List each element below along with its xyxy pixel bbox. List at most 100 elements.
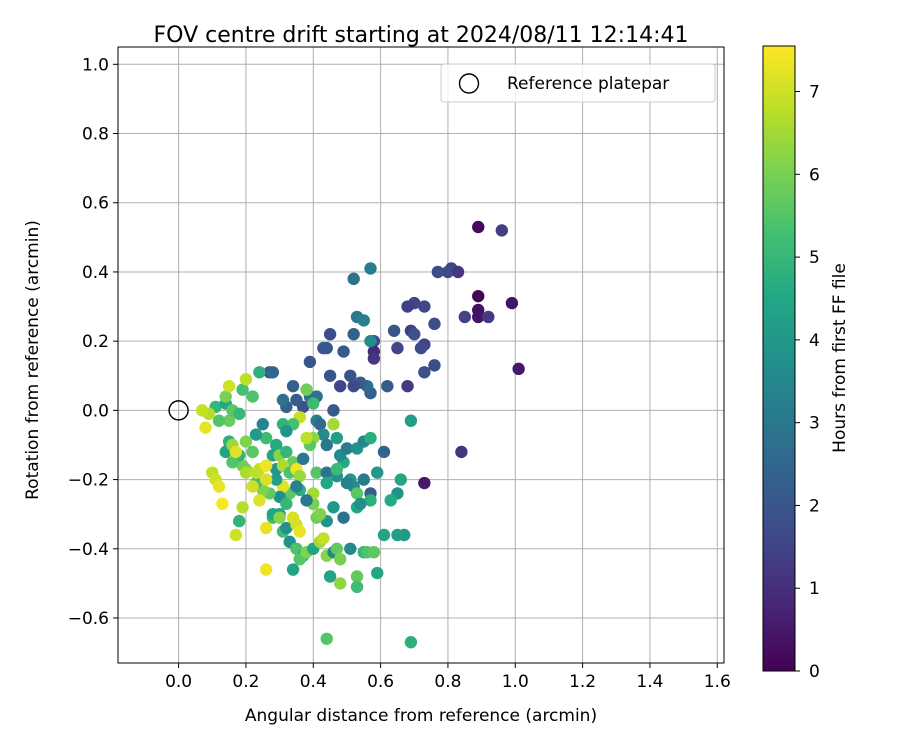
y-tick-label: 0.4	[82, 263, 109, 283]
scatter-point	[293, 525, 306, 538]
x-tick-label: 0.6	[367, 672, 394, 692]
scatter-point	[401, 300, 414, 313]
x-tick-label: 1.0	[502, 672, 529, 692]
scatter-point	[337, 511, 350, 524]
scatter-point	[199, 421, 212, 434]
scatter-point	[327, 404, 340, 417]
scatter-point	[344, 369, 357, 382]
scatter-point	[495, 224, 508, 237]
y-tick-label: 1.0	[82, 55, 109, 75]
scatter-point	[216, 497, 229, 511]
colorbar-tick-label: 5	[809, 248, 820, 268]
scatter-point	[212, 480, 226, 493]
scatter-point	[246, 445, 259, 459]
scatter-point	[350, 487, 364, 500]
scatter-point	[330, 431, 344, 445]
scatter-point	[307, 397, 320, 410]
colorbar-tick-label: 2	[809, 496, 820, 516]
scatter-point	[239, 435, 253, 448]
scatter-point	[330, 542, 344, 555]
legend-box	[440, 63, 716, 103]
scatter-point	[323, 328, 337, 341]
scatter-point	[270, 473, 283, 486]
y-axis-label: Rotation from reference (arcmin)	[23, 220, 43, 500]
scatter-point	[286, 563, 300, 576]
scatter-point	[455, 445, 468, 459]
scatter-point	[300, 494, 313, 507]
scatter-point	[472, 289, 485, 303]
scatter-point	[408, 328, 421, 341]
scatter-point	[334, 577, 347, 590]
scatter-point	[303, 355, 317, 369]
scatter-point	[233, 407, 246, 421]
scatter-point	[364, 334, 377, 348]
scatter-point	[290, 480, 303, 493]
scatter-point	[320, 632, 333, 645]
scatter-point	[253, 366, 266, 379]
legend-marker-reference-platepar	[458, 73, 480, 94]
scatter-point	[246, 480, 259, 493]
scatter-point	[472, 310, 485, 324]
scatter-point	[249, 428, 263, 441]
y-tick-label: −0.4	[68, 540, 109, 560]
y-tick-label: 0.0	[82, 401, 109, 421]
x-tick-label: 0.8	[434, 672, 461, 692]
scatter-point	[256, 418, 269, 431]
scatter-point	[317, 428, 330, 441]
legend: Reference platepar	[440, 63, 716, 103]
scatter-point	[320, 466, 333, 479]
scatter-point	[394, 473, 407, 486]
scatter-point	[404, 636, 418, 649]
scatter-point	[344, 542, 357, 555]
scatter-point	[428, 359, 441, 372]
scatter-point	[310, 466, 323, 479]
scatter-point	[418, 366, 431, 379]
scatter-point	[300, 431, 313, 445]
scatter-point	[340, 442, 354, 455]
scatter-point	[337, 345, 350, 358]
scatter-point	[259, 431, 273, 445]
scatter-point	[300, 383, 313, 396]
scatter-point	[404, 414, 418, 427]
scatter-point	[259, 563, 273, 576]
scatter-point	[317, 532, 330, 545]
scatter-point	[212, 414, 226, 427]
scatter-point	[458, 310, 471, 324]
x-axis-label: Angular distance from reference (arcmin)	[245, 706, 597, 726]
scatter-point	[377, 528, 391, 542]
scatter-point	[512, 362, 525, 376]
scatter-point	[391, 528, 404, 542]
colorbar: 0 1 2 3 4 5 6 7 Hours from first FF file	[762, 45, 850, 682]
scatter-point	[371, 566, 384, 580]
scatter-point	[320, 476, 333, 490]
scatter-point	[280, 445, 293, 459]
plot-background	[118, 47, 724, 663]
x-tick-label: 1.4	[636, 672, 663, 692]
scatter-point	[505, 296, 519, 310]
scatter-point	[239, 373, 253, 386]
scatter-point	[357, 314, 370, 327]
x-tick-label: 1.2	[569, 672, 596, 692]
y-axis: −0.6 −0.4 −0.2 0.0 0.2 0.4 0.6 0.8 1.0	[68, 55, 118, 629]
scatter-point	[391, 341, 404, 355]
plot-area	[117, 46, 725, 664]
scatter-point	[323, 570, 337, 583]
scatter-point	[313, 507, 327, 521]
scatter-point	[320, 438, 333, 452]
scatter-point	[229, 528, 243, 542]
scatter-point	[236, 383, 249, 396]
plot-frame	[117, 46, 725, 664]
scatter-point	[364, 262, 377, 275]
scatter-point	[330, 463, 344, 476]
scatter-point	[472, 220, 485, 234]
scatter-point	[266, 366, 280, 379]
scatter-point	[381, 379, 394, 393]
scatter-point	[280, 497, 293, 511]
scatter-point	[296, 452, 310, 466]
scatter-point	[320, 341, 333, 355]
scatter-point	[226, 456, 239, 469]
y-tick-label: 0.6	[82, 194, 109, 214]
scatter-point	[280, 521, 293, 535]
scatter-point	[273, 511, 286, 524]
